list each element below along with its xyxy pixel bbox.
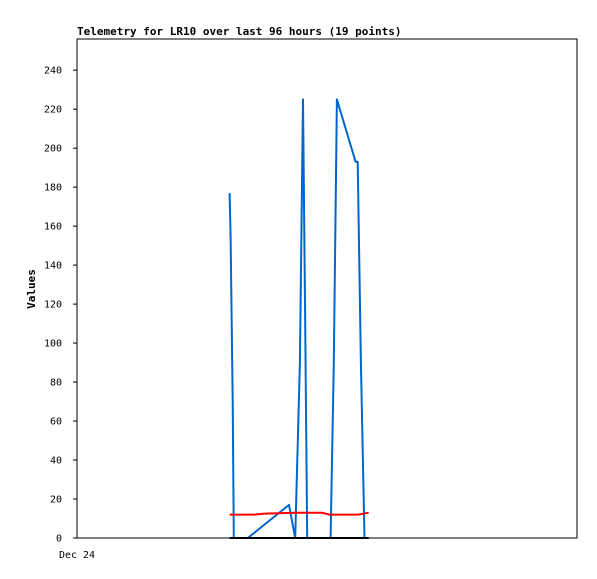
x-tick-label: Dec 24	[59, 550, 95, 561]
chart-title: Telemetry for LR10 over last 96 hours (1…	[77, 25, 402, 38]
y-tick-label: 100	[44, 339, 62, 350]
y-axis: 0 20 40 60 80 100 120 140 160 180 200 220 240	[44, 66, 77, 545]
y-tick-label: 240	[44, 66, 62, 77]
x-axis: Dec 24	[59, 550, 95, 561]
y-tick-label: 160	[44, 222, 62, 233]
series-line-1	[228, 98, 369, 539]
y-tick-label: 140	[44, 261, 62, 272]
y-tick-label: 0	[56, 534, 62, 545]
y-tick-label: 80	[50, 378, 62, 389]
y-tick-label: 180	[44, 183, 62, 194]
series-line-2	[229, 511, 369, 516]
y-tick-label: 200	[44, 144, 62, 155]
y-tick-label: 60	[50, 417, 62, 428]
y-tick-label: 20	[50, 495, 62, 506]
y-axis-label: Values	[25, 269, 38, 309]
y-tick-label: 40	[50, 456, 62, 467]
y-tick-label: 120	[44, 300, 62, 311]
y-tick-label: 220	[44, 105, 62, 116]
plot-frame	[76, 38, 578, 539]
series-layer	[228, 98, 369, 539]
